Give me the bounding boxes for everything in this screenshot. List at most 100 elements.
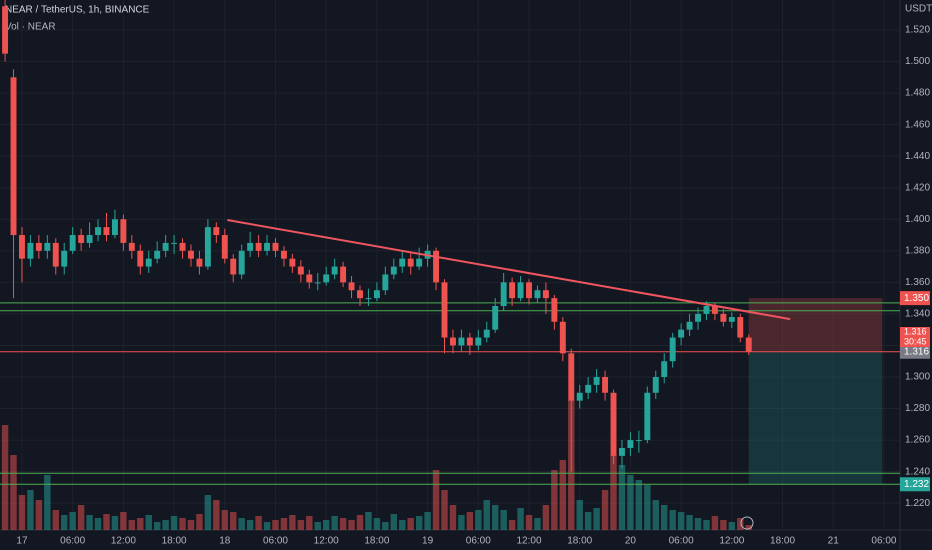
- candle-body: [247, 242, 254, 251]
- candle-body: [661, 361, 668, 377]
- candle-body: [44, 242, 51, 251]
- x-tick-label: 12:00: [516, 536, 541, 547]
- candle-body: [162, 242, 169, 251]
- volume-bar: [27, 490, 34, 530]
- volume-bar: [694, 518, 702, 530]
- volume-bar: [399, 520, 406, 530]
- stop-zone: [748, 298, 883, 352]
- volume-bar: [686, 515, 693, 530]
- candle-body: [196, 258, 203, 267]
- candle-body: [441, 282, 448, 338]
- candle-body: [526, 282, 532, 299]
- volume-bar: [669, 510, 676, 530]
- volume-bar: [339, 518, 347, 530]
- candle-body: [230, 258, 237, 275]
- volume-bar: [348, 520, 355, 530]
- volume-bar: [145, 515, 152, 530]
- candle-body: [357, 290, 363, 299]
- candle-body: [306, 274, 313, 283]
- y-tick-label: 1.400: [905, 214, 930, 225]
- candle-body: [238, 250, 245, 275]
- candle-body: [61, 250, 68, 267]
- candle-body: [27, 242, 34, 259]
- volume-bar: [610, 455, 617, 530]
- y-tick-label: 1.380: [905, 245, 930, 256]
- x-tick-label: 17: [16, 536, 28, 547]
- y-tick-label: 1.240: [905, 466, 930, 477]
- volume-bar: [500, 510, 507, 530]
- volume-bar: [314, 522, 321, 530]
- volume-title: Vol · NEAR: [5, 22, 56, 33]
- price-tag: [900, 477, 930, 492]
- candle-body: [686, 321, 693, 330]
- volume-bar: [297, 520, 305, 530]
- candle-body: [314, 282, 321, 284]
- volume-bar: [18, 495, 26, 530]
- volume-bar: [720, 520, 727, 530]
- y-tick-label: 1.460: [905, 119, 930, 130]
- volume-bar: [711, 516, 719, 530]
- volume-bar: [390, 514, 398, 530]
- target-zone: [748, 351, 883, 485]
- volume-bar: [618, 465, 626, 530]
- y-tick-label: 1.520: [905, 25, 930, 36]
- volume-bar: [263, 522, 271, 530]
- trend-line: [227, 219, 791, 321]
- volume-bar: [52, 510, 59, 530]
- volume-bar: [246, 520, 254, 530]
- candle-body: [534, 290, 541, 299]
- candle-body: [213, 227, 220, 236]
- volume-bar: [306, 516, 313, 530]
- volume-bar: [179, 518, 186, 530]
- candle-body: [644, 392, 651, 441]
- y-tick-label: 1.360: [905, 277, 930, 288]
- volume-bar: [10, 455, 17, 530]
- volume-bar: [593, 508, 600, 530]
- volume-bar: [407, 518, 414, 530]
- candle-body: [289, 258, 296, 267]
- volume-bar: [69, 512, 76, 530]
- candle-body: [407, 258, 414, 267]
- candle-body: [559, 321, 566, 354]
- x-tick-label: 12:00: [719, 536, 744, 547]
- candle-body: [703, 306, 710, 314]
- candle-body: [475, 337, 482, 346]
- candle-body: [323, 274, 330, 283]
- candle-body: [635, 440, 642, 442]
- candle-body: [466, 337, 473, 346]
- candle-body: [500, 282, 507, 307]
- candle-body: [188, 250, 194, 259]
- volume-bar: [103, 514, 110, 530]
- candle-body: [720, 313, 727, 322]
- candle-body: [111, 219, 118, 236]
- candle-body: [517, 282, 524, 299]
- volume-bar: [644, 485, 651, 530]
- candle-body: [280, 250, 287, 259]
- volume-bar: [61, 515, 68, 530]
- y-tick-label: 1.420: [905, 182, 930, 193]
- candle-body: [390, 266, 397, 275]
- volume-bar: [652, 500, 659, 530]
- candle-body: [264, 242, 270, 251]
- candle-body: [179, 242, 186, 251]
- volume-bar: [559, 460, 567, 530]
- candle-body: [154, 250, 161, 259]
- candle-body: [602, 376, 609, 393]
- candle-body: [103, 227, 110, 236]
- candle-body: [35, 242, 42, 251]
- volume-bar: [230, 512, 237, 530]
- x-tick-label: 18:00: [162, 536, 187, 547]
- volume-bar: [77, 505, 85, 530]
- candle-body: [373, 290, 380, 299]
- candle-body: [458, 337, 465, 346]
- chart-title: NEAR / TetherUS, 1h, BINANCE: [5, 5, 150, 16]
- x-tick-label: 18:00: [770, 536, 795, 547]
- y-tick-label: 1.480: [905, 88, 930, 99]
- replay-icon: [740, 516, 754, 530]
- volume-bar: [373, 518, 381, 530]
- price-tag-label: 1.350: [904, 293, 929, 304]
- volume-bar: [483, 500, 490, 530]
- candle-body: [652, 376, 659, 393]
- volume-bar: [458, 515, 465, 530]
- candle-body: [255, 242, 262, 251]
